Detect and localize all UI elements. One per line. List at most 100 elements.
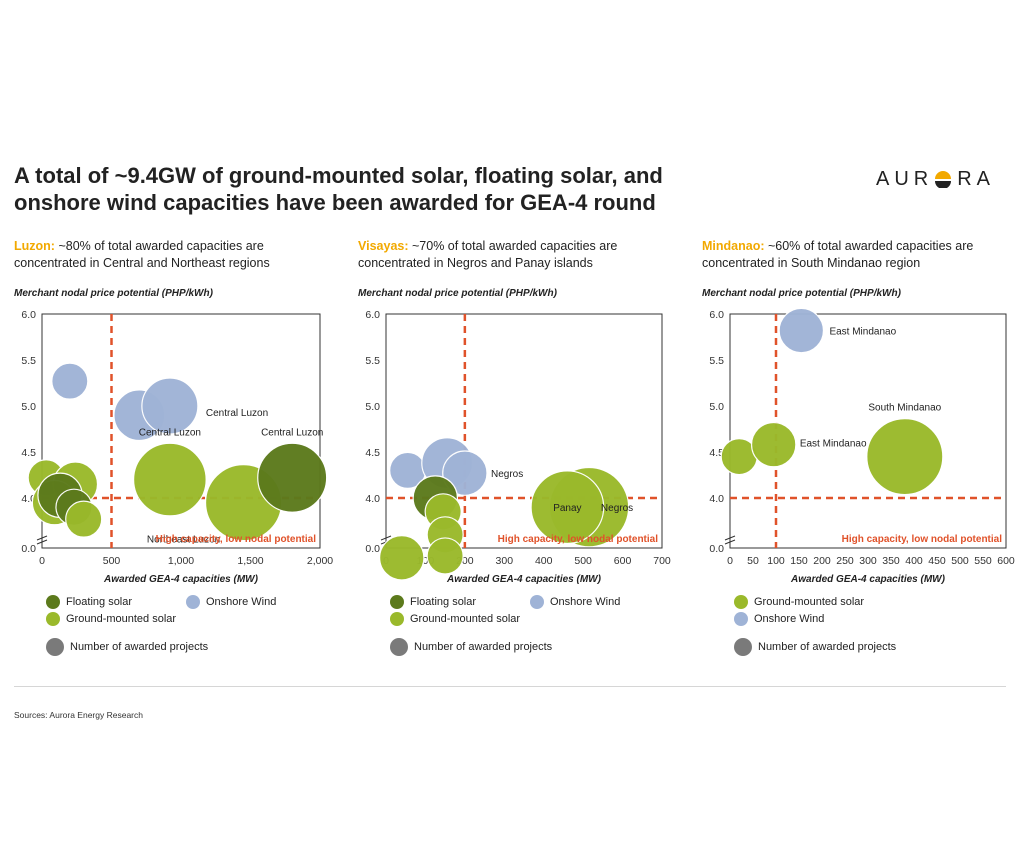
y-tick-label: 4.0 bbox=[709, 493, 724, 505]
x-tick-label: 1,500 bbox=[237, 555, 263, 567]
bubble-onshore-wind bbox=[141, 377, 199, 435]
y-tick-label: 6.0 bbox=[709, 309, 724, 321]
legend-item-wind: Onshore Wind bbox=[530, 594, 620, 610]
x-tick-label: 600 bbox=[614, 555, 632, 567]
legend-item-ground: Ground-mounted solar bbox=[46, 611, 176, 627]
x-tick-label: 500 bbox=[103, 555, 121, 567]
sun-logo-icon bbox=[933, 168, 953, 188]
y-tick-label: 5.5 bbox=[709, 355, 724, 367]
bubble-ground-mounted-solar bbox=[65, 500, 103, 538]
legend-item-floating: Floating solar bbox=[46, 594, 132, 610]
y-tick-label: 6.0 bbox=[365, 309, 380, 321]
legend-item-ground: Ground-mounted solar bbox=[734, 594, 864, 610]
x-tick-label: 1,000 bbox=[168, 555, 194, 567]
y-tick-label: 5.0 bbox=[709, 401, 724, 413]
bubble-ground-mounted-solar bbox=[750, 421, 797, 468]
x-tick-label: 200 bbox=[813, 555, 831, 567]
x-tick-label: 500 bbox=[574, 555, 592, 567]
bubble-onshore-wind bbox=[778, 307, 825, 354]
source-note: Sources: Aurora Energy Research bbox=[14, 710, 143, 720]
y-axis-title-luzon: Merchant nodal price potential (PHP/kWh) bbox=[14, 288, 213, 299]
x-tick-label: 400 bbox=[535, 555, 553, 567]
x-tick-label: 350 bbox=[882, 555, 900, 567]
projects-swatch-icon bbox=[734, 638, 752, 656]
onshore-wind-swatch-icon bbox=[186, 595, 200, 610]
x-tick-label: 450 bbox=[928, 555, 946, 567]
projects-swatch-icon bbox=[46, 638, 64, 656]
legend-item-ground: Ground-mounted solar bbox=[390, 611, 520, 627]
panel-subtitle-visayas: Visayas: ~70% of total awarded capacitie… bbox=[358, 239, 618, 270]
bubble-label: Panay bbox=[553, 503, 581, 514]
x-tick-label: 550 bbox=[974, 555, 992, 567]
floating-solar-swatch-icon bbox=[46, 595, 60, 610]
y-axis-title-mindanao: Merchant nodal price potential (PHP/kWh) bbox=[702, 288, 901, 299]
legend-item-wind: Onshore Wind bbox=[734, 611, 824, 627]
bubble-floating-solar bbox=[257, 442, 328, 513]
panel-subtitle-luzon: Luzon: ~80% of total awarded capacities … bbox=[14, 239, 270, 270]
footer-divider bbox=[14, 686, 1006, 687]
x-tick-label: 300 bbox=[496, 555, 514, 567]
page-title: A total of ~9.4GW of ground-mounted sola… bbox=[14, 163, 663, 215]
y-tick-label: 0.0 bbox=[709, 543, 724, 555]
y-tick-label: 0.0 bbox=[21, 543, 36, 555]
bubble-ground-mounted-solar bbox=[379, 535, 425, 581]
axis-break-mark bbox=[380, 535, 392, 541]
bubble-label: Central Luzon bbox=[139, 427, 201, 438]
quadrant-annotation: High capacity, low nodal potential bbox=[842, 534, 1003, 545]
visayas-bubble-chart: 0.04.04.55.05.56.00100200300400500600700… bbox=[365, 309, 671, 585]
y-tick-label: 5.5 bbox=[21, 355, 36, 367]
x-tick-label: 600 bbox=[997, 555, 1015, 567]
axis-break-mark bbox=[724, 535, 736, 541]
x-tick-label: 0 bbox=[727, 555, 733, 567]
plot-frame bbox=[729, 313, 1007, 549]
plot-frame bbox=[385, 313, 663, 549]
bubble-label: Negros bbox=[491, 469, 523, 480]
bubble-onshore-wind bbox=[51, 362, 89, 400]
x-tick-label: 400 bbox=[905, 555, 923, 567]
x-axis-title: Awarded GEA-4 capacities (MW) bbox=[790, 574, 946, 585]
legend-item-projects: Number of awarded projects bbox=[390, 638, 552, 656]
x-tick-label: 150 bbox=[790, 555, 808, 567]
bubble-label: East Mindanao bbox=[800, 439, 867, 450]
x-tick-label: 50 bbox=[747, 555, 759, 567]
plot-frame bbox=[41, 313, 321, 549]
onshore-wind-swatch-icon bbox=[530, 595, 544, 610]
legend-item-projects: Number of awarded projects bbox=[46, 638, 208, 656]
quadrant-annotation: High capacity, low nodal potential bbox=[156, 534, 317, 545]
onshore-wind-swatch-icon bbox=[734, 612, 748, 627]
bubble-label: East Mindanao bbox=[829, 327, 896, 338]
y-tick-label: 5.0 bbox=[365, 401, 380, 413]
x-tick-label: 300 bbox=[859, 555, 877, 567]
y-tick-label: 4.0 bbox=[365, 493, 380, 505]
bubble-ground-mounted-solar bbox=[530, 470, 605, 545]
y-tick-label: 4.5 bbox=[709, 447, 724, 459]
ground-solar-swatch-icon bbox=[46, 612, 60, 627]
y-tick-label: 4.5 bbox=[365, 447, 380, 459]
axis-break-mark bbox=[36, 535, 48, 541]
bubble-label: Northeast Luzon bbox=[147, 535, 220, 546]
axis-break-mark bbox=[36, 539, 48, 545]
y-axis-title-visayas: Merchant nodal price potential (PHP/kWh) bbox=[358, 288, 557, 299]
x-tick-label: 500 bbox=[951, 555, 969, 567]
bubble-label: Central Luzon bbox=[261, 427, 323, 438]
bubble-ground-mounted-solar bbox=[866, 418, 944, 496]
ground-solar-swatch-icon bbox=[734, 595, 748, 610]
ground-solar-swatch-icon bbox=[390, 612, 404, 627]
bubble-onshore-wind bbox=[442, 450, 488, 496]
x-axis-title: Awarded GEA-4 capacities (MW) bbox=[446, 574, 602, 585]
bubble-ground-mounted-solar bbox=[426, 537, 464, 575]
x-tick-label: 2,000 bbox=[307, 555, 333, 567]
x-tick-label: 100 bbox=[767, 555, 785, 567]
y-tick-label: 5.5 bbox=[365, 355, 380, 367]
legend-item-floating: Floating solar bbox=[390, 594, 476, 610]
axis-break-mark bbox=[724, 539, 736, 545]
y-tick-label: 4.5 bbox=[21, 447, 36, 459]
y-tick-label: 5.0 bbox=[21, 401, 36, 413]
panel-subtitle-mindanao: Mindanao: ~60% of total awarded capaciti… bbox=[702, 239, 974, 270]
x-tick-label: 0 bbox=[39, 555, 45, 567]
floating-solar-swatch-icon bbox=[390, 595, 404, 610]
legend-item-projects: Number of awarded projects bbox=[734, 638, 896, 656]
mindanao-bubble-chart: 0.0 4.0 4.5 5.0 5.5 6.0 0 50 100 150 200 250 300 350 4… bbox=[709, 307, 1015, 585]
x-axis-title: Awarded GEA-4 capacities (MW) bbox=[103, 574, 259, 585]
y-tick-label: 6.0 bbox=[21, 309, 36, 321]
